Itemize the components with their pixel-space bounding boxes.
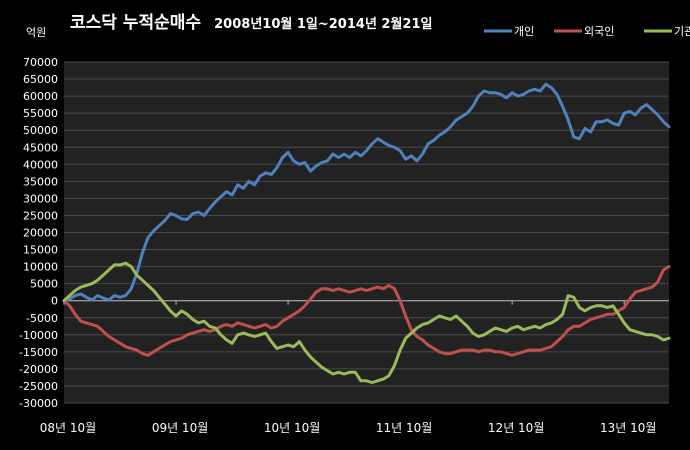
x-axis-ticks: 08년 10월 09년 10월 10년 10월 11년 10월 12년 10월 13년 1…: [40, 421, 657, 435]
y-tick-label: 35000: [23, 175, 58, 188]
y-tick-label: 40000: [23, 158, 58, 171]
x-tick-label: 13년 10월: [600, 421, 656, 435]
x-tick-label: 09년 10월: [152, 421, 208, 435]
y-tick-label: 25000: [23, 209, 58, 222]
y-tick-label: -15000: [19, 346, 58, 359]
y-tick-label: 5000: [30, 278, 58, 291]
y-tick-label: -30000: [19, 397, 58, 410]
y-axis-ticks: 7000065000600005500050000450004000035000…: [19, 56, 58, 410]
chart-title: 코스닥 누적순매수 2008년10월 1일~2014년 2월21일: [70, 13, 432, 33]
y-tick-label: 0: [51, 295, 58, 308]
y-tick-label: 30000: [23, 192, 58, 205]
y-tick-label: 45000: [23, 141, 58, 154]
y-tick-label: 15000: [23, 244, 58, 257]
y-tick-label: 70000: [23, 56, 58, 69]
x-tick-label: 10년 10월: [264, 421, 320, 435]
legend-label: 개인: [514, 25, 534, 38]
y-tick-label: 50000: [23, 124, 58, 137]
y-tick-label: -10000: [19, 329, 58, 342]
legend: 개인 외국인 기관: [484, 25, 690, 38]
x-tick-label: 08년 10월: [40, 421, 96, 435]
y-tick-label: -25000: [19, 380, 58, 393]
y-tick-label: -5000: [26, 312, 58, 325]
y-tick-label: 55000: [23, 107, 58, 120]
series-line: [62, 265, 671, 357]
legend-label: 외국인: [584, 25, 614, 38]
series-line: [62, 261, 671, 384]
y-tick-label: 60000: [23, 90, 58, 103]
y-tick-label: 10000: [23, 261, 58, 274]
chart-title-main: 코스닥 누적순매수: [70, 13, 201, 33]
series-line: [62, 82, 671, 303]
y-tick-label: 65000: [23, 73, 58, 86]
x-tick-label: 12년 10월: [488, 421, 544, 435]
y-tick-label: -20000: [19, 363, 58, 376]
chart-title-sub: 2008년10월 1일~2014년 2월21일: [214, 16, 432, 32]
y-tick-label: 20000: [23, 227, 58, 240]
series-lines: [62, 82, 671, 384]
unit-label: 억원: [26, 26, 46, 39]
gridlines: [64, 61, 669, 404]
x-tick-label: 11년 10월: [376, 421, 432, 435]
legend-label: 기관: [674, 25, 690, 38]
